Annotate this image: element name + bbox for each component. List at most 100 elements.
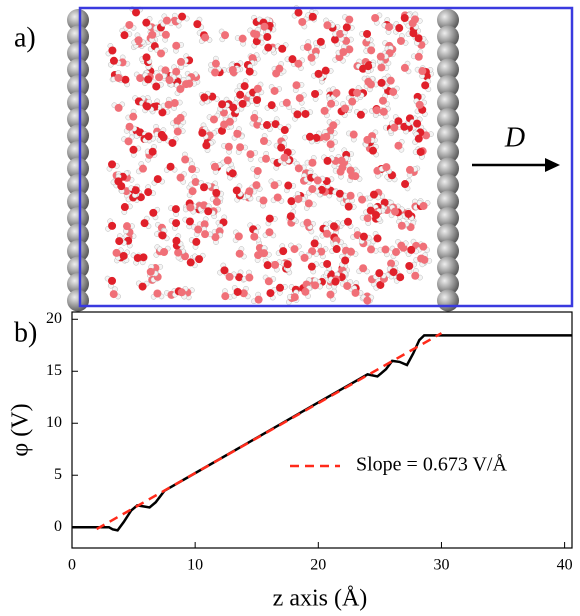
oxygen-atom [235,273,244,282]
oxygen-atom [405,165,414,174]
oxygen-atom [380,198,389,207]
electrode-atom [437,190,459,213]
oxygen-atom [363,214,372,223]
oxygen-atom [119,251,128,260]
y-tick-label: 5 [54,466,62,483]
oxygen-atom [259,196,268,205]
oxygen-atom [378,96,387,105]
oxygen-atom [112,248,121,257]
oxygen-atom [198,128,207,137]
oxygen-atom [308,158,317,167]
oxygen-atom [131,186,140,195]
oxygen-atom [371,211,380,220]
oxygen-atom [375,269,384,278]
oxygen-atom [129,145,138,154]
oxygen-atom [273,193,282,202]
oxygen-atom [158,231,167,240]
electrode-atom [437,157,459,180]
electrode-atom [437,42,459,64]
oxygen-atom [320,106,329,115]
oxygen-atom [373,234,382,243]
oxygen-atom [225,117,234,126]
oxygen-atom [245,187,254,196]
oxygen-atom [173,127,182,136]
oxygen-atom [148,147,157,156]
oxygen-atom [235,249,244,258]
oxygen-atom [176,85,185,94]
oxygen-atom [413,119,422,128]
oxygen-atom [263,32,272,41]
oxygen-atom [321,66,330,75]
oxygen-atom [252,181,261,190]
oxygen-atom [172,41,181,50]
oxygen-atom [122,187,131,196]
y-axis-label: φ (V) [8,403,34,456]
electrode-atom [437,91,459,114]
oxygen-atom [144,132,153,141]
oxygen-atom [376,280,385,289]
oxygen-atom [120,203,129,212]
oxygen-atom [157,49,166,58]
oxygen-atom [400,63,409,72]
oxygen-atom [358,195,367,204]
oxygen-atom [390,123,399,132]
simulation-box [78,6,574,308]
oxygen-atom [317,185,326,194]
oxygen-atom [144,188,153,197]
oxygen-atom [218,100,227,109]
oxygen-atom [149,208,158,217]
oxygen-atom [262,154,271,163]
oxygen-atom [308,185,317,194]
oxygen-atom [330,35,339,44]
oxygen-atom [132,8,141,17]
electrode-atom [67,25,89,48]
oxygen-atom [270,181,279,190]
oxygen-atom [211,68,220,77]
oxygen-atom [209,115,218,124]
oxygen-atom [404,209,413,218]
oxygen-atom [301,287,310,296]
data-line [96,332,443,531]
oxygen-atom [142,18,151,27]
oxygen-atom [387,259,396,268]
oxygen-atom [171,205,180,214]
oxygen-atom [125,122,134,131]
oxygen-atom [270,86,279,95]
oxygen-atom [294,59,303,68]
oxygen-atom [288,55,297,64]
oxygen-atom [336,29,345,38]
x-tick-label: 30 [433,557,449,574]
oxygen-atom [329,121,338,130]
oxygen-atom [220,266,229,275]
oxygen-atom [166,162,175,171]
oxygen-atom [401,180,410,189]
oxygen-atom [323,21,332,30]
oxygen-atom [335,189,344,198]
oxygen-atom [312,133,321,142]
x-tick-label: 20 [310,557,326,574]
oxygen-atom [280,126,289,135]
oxygen-atom [157,130,166,139]
oxygen-atom [246,150,255,159]
electrode-atom [437,256,459,279]
oxygen-atom [332,245,341,254]
oxygen-atom [121,75,130,84]
oxygen-atom [411,271,420,280]
oxygen-atom [254,295,263,304]
oxygen-atom [280,153,289,162]
electrode-atom [437,25,459,48]
oxygen-atom [250,232,259,241]
data-line [72,334,572,532]
oxygen-atom [301,109,310,118]
oxygen-atom [239,289,248,298]
oxygen-atom [331,277,340,286]
oxygen-atom [108,221,117,230]
oxygen-atom [181,155,190,164]
electrode-atom [437,141,459,163]
oxygen-atom [211,233,220,242]
oxygen-atom [332,89,341,98]
oxygen-atom [176,113,185,122]
legend-label: Slope = 0.673 V/Å [356,454,507,476]
y-tick-label: 0 [54,518,62,535]
oxygen-atom [139,164,148,173]
